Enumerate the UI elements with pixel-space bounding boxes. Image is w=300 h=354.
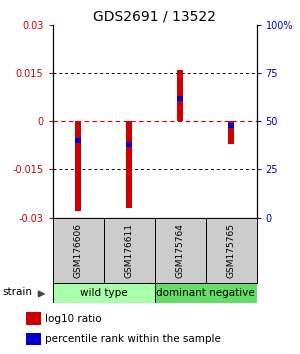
Bar <box>75 121 81 211</box>
Title: GDS2691 / 13522: GDS2691 / 13522 <box>93 10 216 24</box>
Text: strain: strain <box>3 287 33 297</box>
Text: wild type: wild type <box>80 288 127 298</box>
Bar <box>228 123 234 127</box>
Bar <box>206 218 256 283</box>
Text: GSM175764: GSM175764 <box>176 223 184 278</box>
Bar <box>126 142 132 147</box>
Bar <box>26 333 41 345</box>
Bar <box>75 138 81 143</box>
Bar <box>154 283 256 303</box>
Bar <box>126 121 132 208</box>
Bar <box>228 121 234 144</box>
Text: GSM176606: GSM176606 <box>74 223 82 278</box>
Bar <box>103 218 154 283</box>
Text: GSM175765: GSM175765 <box>226 223 236 278</box>
Bar <box>26 312 41 325</box>
Bar <box>52 283 154 303</box>
Bar <box>52 218 104 283</box>
Text: dominant negative: dominant negative <box>156 288 255 298</box>
Bar <box>154 218 206 283</box>
Bar <box>177 70 183 121</box>
Bar <box>177 96 183 101</box>
Text: GSM176611: GSM176611 <box>124 223 134 278</box>
Text: log10 ratio: log10 ratio <box>45 314 102 324</box>
Text: percentile rank within the sample: percentile rank within the sample <box>45 334 221 344</box>
